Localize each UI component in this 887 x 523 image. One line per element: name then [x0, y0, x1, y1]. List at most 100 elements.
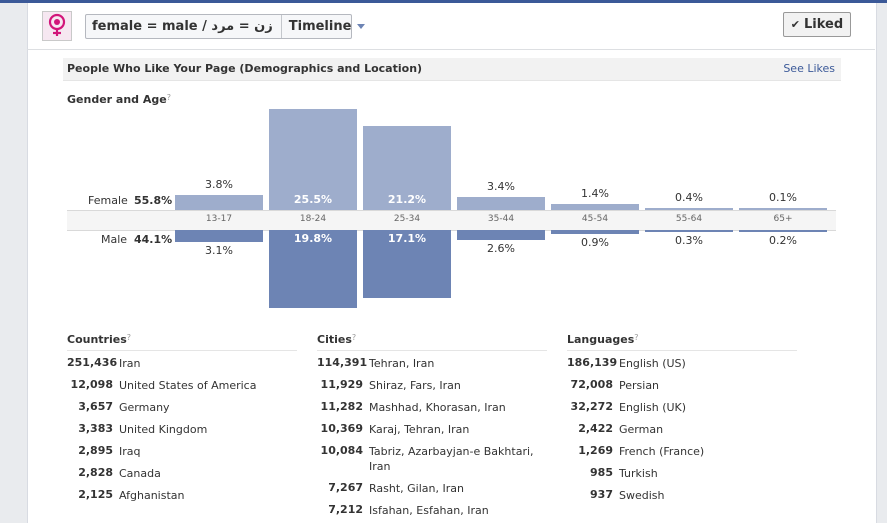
female-bar-35-44[interactable]	[457, 196, 545, 210]
female-value-label: 21.2%	[387, 193, 427, 206]
see-likes-link[interactable]: See Likes	[783, 62, 835, 75]
list-item: 985 Turkish	[567, 466, 795, 481]
list-item-name: Karaj, Tehran, Iran	[369, 423, 470, 436]
list-item-count: 2,422	[578, 422, 613, 435]
list-item-name: English (US)	[619, 357, 686, 370]
liked-label: Liked	[804, 17, 844, 32]
page-logo[interactable]	[42, 11, 72, 41]
age-label: 55-64	[675, 214, 703, 224]
age-label: 35-44	[487, 214, 515, 224]
male-bar-25-34[interactable]	[363, 230, 451, 298]
gender-age-heading: Gender and Age?	[67, 93, 171, 106]
top-border	[0, 0, 887, 3]
list-item-name: Shiraz, Fars, Iran	[369, 379, 461, 392]
male-percent: 44.1%	[134, 233, 173, 246]
cities-title: Cities	[317, 333, 352, 346]
list-item-count: 2,895	[78, 444, 113, 457]
list-item: 32,272 English (UK)	[567, 400, 795, 415]
list-item: 10,369 Karaj, Tehran, Iran	[317, 422, 545, 437]
list-item-name: Germany	[119, 401, 170, 414]
list-item-name: French (France)	[619, 445, 705, 458]
male-value-label: 2.6%	[487, 242, 515, 256]
male-bar-13-17[interactable]	[175, 230, 263, 243]
male-bar-45-54[interactable]	[551, 230, 639, 234]
list-item-count: 10,369	[320, 422, 363, 435]
age-axis-band	[67, 210, 836, 231]
list-item: 2,895 Iraq	[67, 444, 295, 459]
list-item: 114,391 Tehran, Iran	[317, 356, 545, 371]
list-item-name: Persian	[619, 379, 660, 392]
list-item-name: German	[619, 423, 664, 436]
list-item-count: 251,436	[67, 356, 118, 369]
languages-title: Languages	[567, 333, 635, 346]
countries-title: Countries	[67, 333, 127, 346]
female-value-label: 25.5%	[293, 193, 333, 206]
female-bar-55-64[interactable]	[645, 208, 733, 210]
list-item: 3,657 Germany	[67, 400, 295, 415]
list-item-count: 1,269	[578, 444, 613, 457]
list-item: 72,008 Persian	[567, 378, 795, 393]
list-item-name: Swedish	[619, 489, 665, 502]
male-bar-35-44[interactable]	[457, 230, 545, 241]
chevron-down-icon	[357, 24, 366, 29]
list-item: 2,125 Afghanistan	[67, 488, 295, 503]
male-value-label: 19.8%	[293, 232, 333, 245]
female-symbol-icon	[48, 13, 66, 36]
list-item: 3,383 United Kingdom	[67, 422, 295, 437]
male-value-label: 0.3%	[675, 234, 703, 247]
female-bar-65+[interactable]	[739, 208, 827, 210]
female-bar-45-54[interactable]	[551, 204, 639, 210]
list-item: 7,267 Rasht, Gilan, Iran	[317, 481, 545, 496]
list-item: 1,269 French (France)	[567, 444, 795, 459]
countries-divider	[67, 350, 297, 351]
list-item-count: 7,212	[328, 503, 363, 516]
list-item-name: United States of America	[119, 379, 257, 392]
list-item: 2,828 Canada	[67, 466, 295, 481]
female-label: Female	[88, 194, 128, 207]
liked-button[interactable]: ✔ Liked	[783, 12, 851, 37]
female-percent: 55.8%	[134, 194, 173, 207]
help-icon[interactable]: ?	[126, 333, 132, 342]
list-item-name: Tehran, Iran	[369, 357, 435, 370]
help-icon[interactable]: ?	[634, 333, 639, 342]
list-item-count: 12,098	[70, 378, 113, 391]
male-bar-18-24[interactable]	[269, 230, 357, 309]
page-title-selector: female = male / زن = مرد Timeline	[85, 14, 366, 39]
female-bar-13-17[interactable]	[175, 194, 263, 210]
list-item-count: 3,383	[78, 422, 113, 435]
page-header: female = male / زن = مرد Timeline ✔ Like…	[27, 3, 875, 50]
list-item: 186,139 English (US)	[567, 356, 795, 371]
list-item-count: 10,084	[320, 444, 363, 457]
female-value-label: 0.1%	[769, 191, 797, 204]
age-label: 13-17	[205, 214, 233, 224]
male-value-label: 0.9%	[581, 235, 609, 249]
checkmark-icon: ✔	[790, 18, 801, 31]
timeline-dropdown[interactable]: Timeline	[282, 15, 372, 38]
male-bar-65+[interactable]	[739, 230, 827, 232]
list-item-count: 7,267	[328, 481, 363, 494]
section-title: People Who Like Your Page (Demographics …	[67, 62, 423, 75]
list-item-count: 11,282	[320, 400, 363, 413]
male-value-label: 17.1%	[387, 232, 427, 245]
female-value-label: 3.4%	[487, 179, 515, 193]
list-item-name: English (UK)	[619, 401, 687, 414]
list-item-count: 937	[590, 488, 613, 501]
page-title[interactable]: female = male / زن = مرد	[86, 15, 282, 38]
timeline-label: Timeline	[288, 19, 352, 34]
help-icon[interactable]: ?	[351, 333, 357, 342]
list-item: 937 Swedish	[567, 488, 795, 503]
male-bar-55-64[interactable]	[645, 230, 733, 232]
list-item-count: 114,391	[317, 356, 368, 369]
list-item: 2,422 German	[567, 422, 795, 437]
list-item-name: Afghanistan	[119, 489, 185, 502]
list-item-count: 32,272	[570, 400, 613, 413]
list-item-name: Tabriz, Azarbayjan-e Bakhtari, Iran	[369, 445, 534, 473]
languages-heading: Languages?	[567, 333, 639, 346]
female-bar-18-24[interactable]	[269, 109, 357, 210]
list-item-name: United Kingdom	[119, 423, 208, 436]
list-item-name: Rasht, Gilan, Iran	[369, 482, 464, 495]
female-bar-25-34[interactable]	[363, 126, 451, 210]
help-icon[interactable]: ?	[166, 93, 171, 102]
age-label: 65+	[773, 214, 793, 224]
list-item-count: 2,125	[78, 488, 113, 501]
